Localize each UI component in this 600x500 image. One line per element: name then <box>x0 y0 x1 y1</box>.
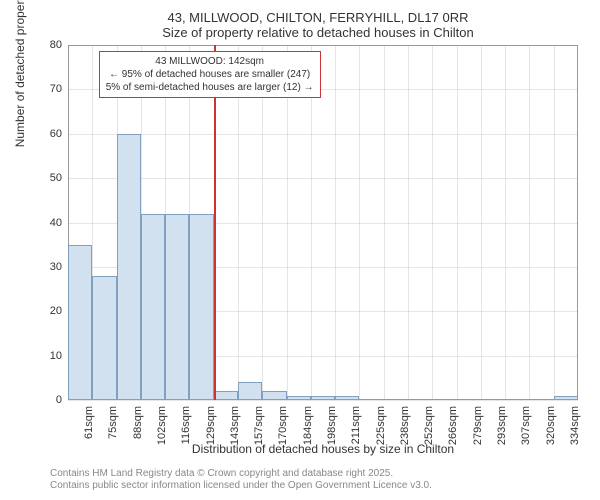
x-tick: 334sqm <box>569 406 581 445</box>
x-tick: 211sqm <box>350 406 362 444</box>
plot-area: Number of detached properties Distributi… <box>68 45 578 400</box>
y-tick: 80 <box>50 39 62 51</box>
histogram-bar <box>335 396 359 400</box>
y-tick: 30 <box>50 261 62 273</box>
chart-container: 43, MILLWOOD, CHILTON, FERRYHILL, DL17 0… <box>58 10 578 440</box>
chart-title-main: 43, MILLWOOD, CHILTON, FERRYHILL, DL17 0… <box>58 10 578 25</box>
chart-title-sub: Size of property relative to detached ho… <box>58 25 578 40</box>
x-tick: 116sqm <box>180 406 192 444</box>
x-tick: 307sqm <box>520 406 532 445</box>
y-tick: 70 <box>50 83 62 95</box>
histogram-bar <box>287 396 311 400</box>
x-tick: 157sqm <box>253 406 265 445</box>
grid-line-v <box>529 45 530 400</box>
grid-line-v <box>287 45 288 400</box>
grid-line-h <box>68 134 578 135</box>
histogram-bar <box>214 391 238 400</box>
footer-line1: Contains HM Land Registry data © Crown c… <box>50 468 432 480</box>
footer-attribution: Contains HM Land Registry data © Crown c… <box>50 468 432 492</box>
x-tick: 88sqm <box>132 406 144 439</box>
grid-line-v <box>457 45 458 400</box>
grid-line-v <box>359 45 360 400</box>
grid-line-v <box>505 45 506 400</box>
x-tick: 252sqm <box>423 406 435 445</box>
y-tick: 50 <box>50 172 62 184</box>
footer-line2: Contains public sector information licen… <box>50 480 432 492</box>
grid-line-v <box>311 45 312 400</box>
histogram-bar <box>311 396 335 400</box>
x-tick: 75sqm <box>107 406 119 439</box>
y-tick: 10 <box>50 350 62 362</box>
grid-line-v <box>262 45 263 400</box>
grid-line-h <box>68 178 578 179</box>
histogram-bar <box>262 391 286 400</box>
annotation-box: 43 MILLWOOD: 142sqm ← 95% of detached ho… <box>99 51 321 98</box>
grid-line-v <box>432 45 433 400</box>
histogram-bar <box>117 134 141 400</box>
histogram-bar <box>92 276 116 400</box>
histogram-bar <box>238 382 262 400</box>
grid-line-v <box>238 45 239 400</box>
x-tick: 198sqm <box>326 406 338 445</box>
histogram-bar <box>554 396 578 400</box>
y-tick: 60 <box>50 128 62 140</box>
x-tick: 279sqm <box>472 406 484 445</box>
x-tick: 143sqm <box>229 406 241 445</box>
x-tick: 102sqm <box>156 406 168 445</box>
x-tick: 320sqm <box>545 406 557 445</box>
x-tick: 225sqm <box>375 406 387 445</box>
x-tick: 184sqm <box>302 406 314 445</box>
y-axis-label: Number of detached properties <box>13 0 27 147</box>
y-tick: 40 <box>50 217 62 229</box>
grid-line-v <box>408 45 409 400</box>
x-tick: 266sqm <box>447 406 459 445</box>
grid-line-v <box>481 45 482 400</box>
histogram-bar <box>189 214 213 400</box>
property-marker-line <box>214 45 216 400</box>
grid-line-v <box>554 45 555 400</box>
x-tick: 238sqm <box>399 406 411 445</box>
histogram-bar <box>141 214 165 400</box>
grid-line-v <box>384 45 385 400</box>
grid-line-h <box>68 400 578 401</box>
grid-line-h <box>68 45 578 46</box>
x-tick: 61sqm <box>83 406 95 439</box>
x-tick: 129sqm <box>205 406 217 445</box>
x-tick: 293sqm <box>496 406 508 445</box>
x-tick: 170sqm <box>277 406 289 445</box>
histogram-bar <box>165 214 189 400</box>
annotation-line1: 43 MILLWOOD: 142sqm <box>106 55 314 68</box>
annotation-line3: 5% of semi-detached houses are larger (1… <box>106 81 314 94</box>
grid-line-v <box>335 45 336 400</box>
histogram-bar <box>68 245 92 400</box>
y-tick: 20 <box>50 305 62 317</box>
annotation-line2: ← 95% of detached houses are smaller (24… <box>106 68 314 81</box>
y-tick: 0 <box>56 394 62 406</box>
